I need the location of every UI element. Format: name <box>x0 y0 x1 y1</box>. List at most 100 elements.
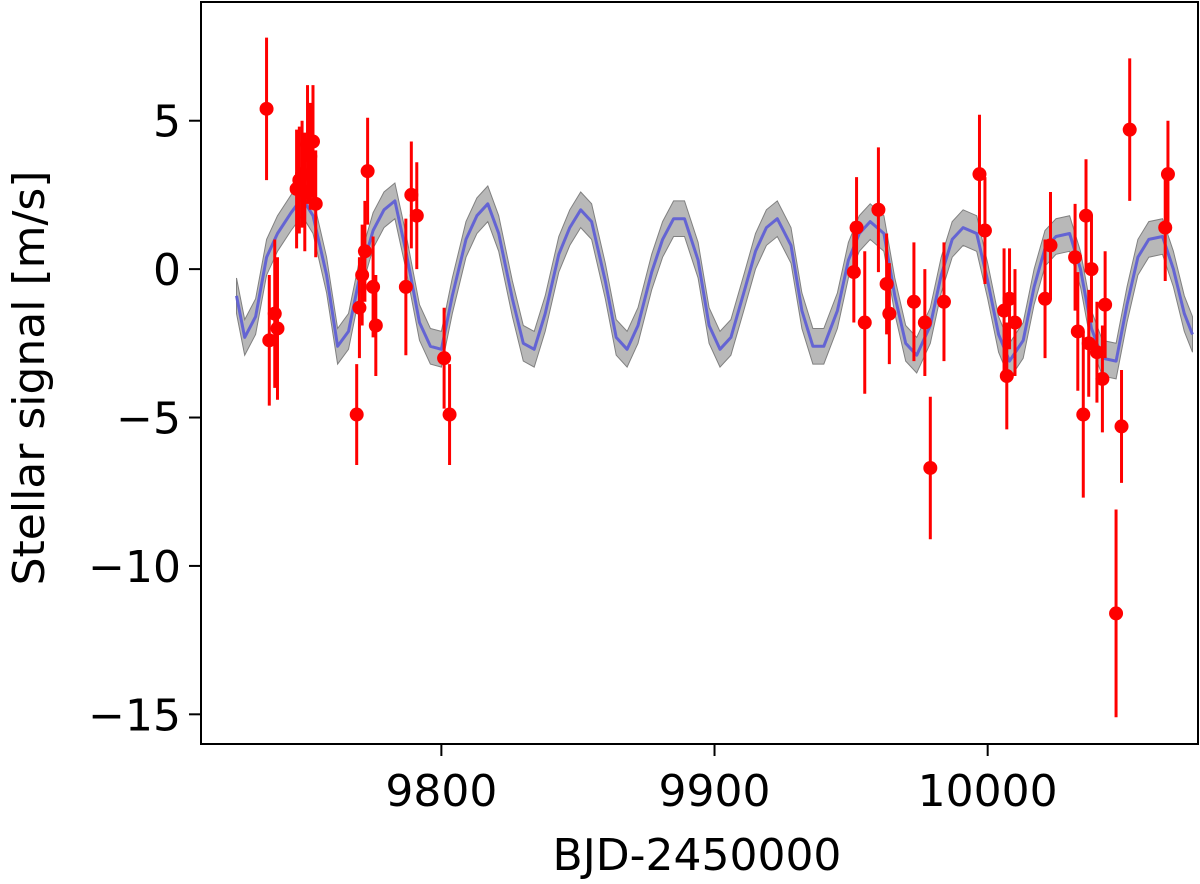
data-marker <box>1098 297 1113 312</box>
data-point-56 <box>1160 120 1175 228</box>
data-marker <box>923 460 938 475</box>
data-marker <box>1158 220 1173 235</box>
data-marker <box>1076 407 1091 422</box>
data-marker <box>270 321 285 336</box>
data-point-47 <box>1081 289 1096 397</box>
data-point-40 <box>1007 269 1022 376</box>
data-point-22 <box>409 162 424 270</box>
data-marker <box>1070 324 1085 339</box>
data-marker <box>1081 336 1096 351</box>
data-point-17 <box>360 117 375 225</box>
data-point-16 <box>357 200 372 302</box>
data-marker <box>849 220 864 235</box>
data-marker <box>906 294 921 309</box>
data-marker <box>857 315 872 330</box>
data-marker <box>1109 606 1124 621</box>
data-marker <box>917 315 932 330</box>
data-marker <box>437 351 452 366</box>
data-marker <box>308 196 323 211</box>
x-tick-label: 10000 <box>918 766 1058 817</box>
data-point-26 <box>849 177 864 279</box>
model-curve <box>235 196 1194 363</box>
data-point-45 <box>1076 331 1091 498</box>
data-marker <box>349 407 364 422</box>
data-marker <box>442 407 457 422</box>
data-marker <box>936 294 951 309</box>
data-marker <box>972 167 987 182</box>
data-marker <box>882 306 897 321</box>
data-marker <box>1002 291 1017 306</box>
data-point-46 <box>1079 159 1094 273</box>
data-point-1 <box>259 37 274 181</box>
data-point-42 <box>1043 191 1058 299</box>
y-axis-ticks: 5 0 −5 −10 −15 <box>88 97 201 741</box>
data-point-53 <box>1114 370 1129 483</box>
data-point-52 <box>1109 509 1124 718</box>
data-point-2 <box>262 275 277 406</box>
data-point-33 <box>923 396 938 540</box>
data-marker <box>871 202 886 217</box>
data-point-31 <box>906 242 921 362</box>
data-point-37 <box>997 248 1012 373</box>
data-marker <box>398 279 413 294</box>
data-point-12 <box>308 150 323 258</box>
y-tick-label: 5 <box>153 97 181 148</box>
data-marker <box>366 279 381 294</box>
data-marker <box>1114 419 1129 434</box>
model-curve-layer <box>235 196 1194 363</box>
data-marker <box>1160 167 1175 182</box>
data-point-19 <box>368 275 383 376</box>
data-point-51 <box>1098 251 1113 359</box>
data-marker <box>262 333 277 348</box>
data-marker <box>355 268 370 283</box>
data-marker <box>977 223 992 238</box>
data-marker <box>267 306 282 321</box>
data-point-48 <box>1084 215 1099 323</box>
data-point-50 <box>1095 325 1110 433</box>
data-marker <box>1043 238 1058 253</box>
data-point-4 <box>270 257 285 400</box>
x-axis-ticks: 9800 9900 10000 <box>385 744 1058 817</box>
model-uncertainty-band-layer <box>236 179 1193 380</box>
data-point-11 <box>305 85 320 198</box>
model-uncertainty-band <box>236 179 1193 380</box>
data-marker <box>305 134 320 149</box>
y-tick-label: −15 <box>88 690 181 741</box>
data-marker <box>357 244 372 259</box>
data-marker <box>999 368 1014 383</box>
data-marker <box>1038 291 1053 306</box>
data-marker <box>1068 250 1083 265</box>
data-point-54 <box>1122 58 1137 201</box>
data-marker <box>259 101 274 116</box>
data-point-36 <box>977 177 992 284</box>
x-tick-label: 9800 <box>385 766 497 817</box>
data-marker <box>1007 315 1022 330</box>
data-marker <box>1079 208 1094 223</box>
data-point-34 <box>936 242 951 362</box>
data-marker <box>1089 345 1104 360</box>
data-point-38 <box>999 322 1014 430</box>
y-tick-label: 0 <box>153 245 181 296</box>
data-point-20 <box>398 218 413 356</box>
data-point-49 <box>1089 301 1104 403</box>
x-tick-label: 9900 <box>659 766 771 817</box>
data-point-39 <box>1002 248 1017 350</box>
y-axis-label: Stellar signal [m/s] <box>4 171 55 586</box>
data-point-35 <box>972 114 987 234</box>
data-marker <box>879 276 894 291</box>
data-marker <box>352 300 367 315</box>
plot-frame <box>200 1 1199 745</box>
data-marker <box>846 265 861 280</box>
data-point-27 <box>857 251 872 394</box>
data-point-32 <box>917 269 932 376</box>
data-marker <box>409 208 424 223</box>
data-point-13 <box>349 364 364 466</box>
data-marker <box>1122 122 1137 137</box>
data-point-21 <box>404 141 419 249</box>
data-point-43 <box>1068 203 1083 311</box>
data-points-layer <box>259 37 1175 718</box>
data-marker <box>360 164 375 179</box>
data-marker <box>368 318 383 333</box>
data-point-44 <box>1070 272 1085 391</box>
